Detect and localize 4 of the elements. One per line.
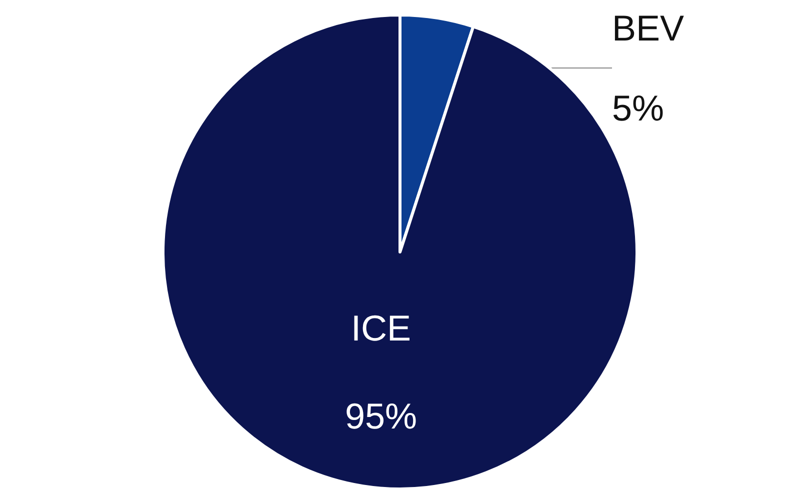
slice-label: ICE [350, 308, 411, 349]
data-label: 5% [612, 88, 664, 128]
slice-label: BEV [612, 8, 684, 48]
data-label: 95% [344, 396, 418, 437]
